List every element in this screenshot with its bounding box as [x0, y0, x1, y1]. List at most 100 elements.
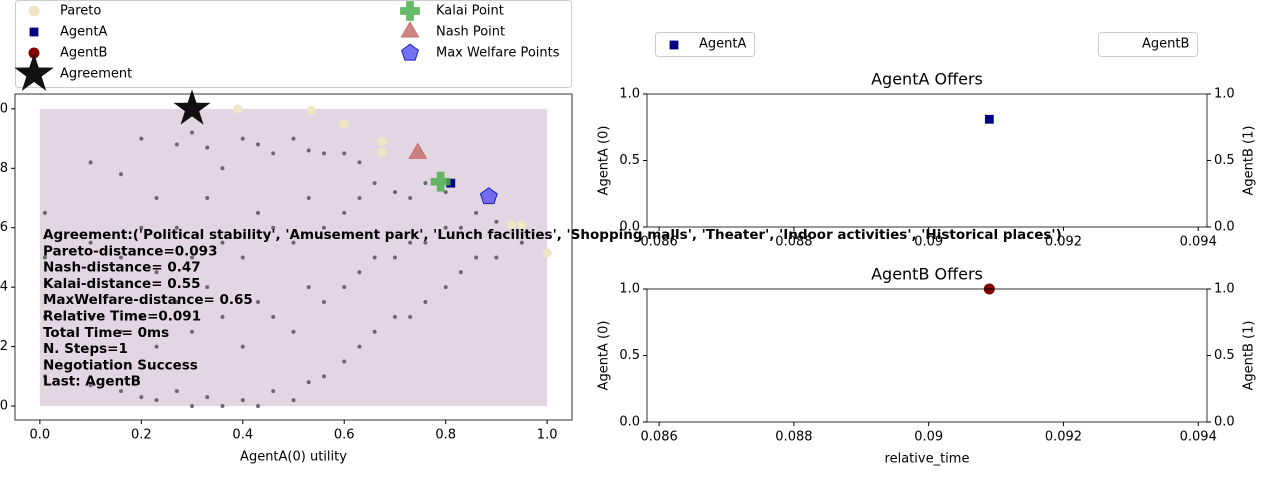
point	[88, 383, 93, 388]
point	[174, 389, 179, 394]
x-tick-label: 0.2	[131, 428, 152, 443]
y-tick-label: 0.0	[619, 415, 640, 430]
y2-axis-label: AgentB (1)	[1242, 321, 1257, 391]
point	[443, 225, 448, 230]
legend-box	[1098, 32, 1198, 57]
point	[984, 114, 994, 124]
chart-title: AgentB Offers	[871, 265, 983, 284]
point	[271, 151, 276, 156]
point	[174, 142, 179, 147]
point	[154, 398, 159, 403]
point	[443, 190, 448, 195]
point	[255, 300, 260, 305]
point	[88, 240, 93, 245]
legend-marker	[14, 53, 54, 91]
point	[430, 171, 451, 192]
point	[119, 255, 124, 260]
point	[154, 196, 159, 201]
legend-label: AgentA	[60, 25, 107, 40]
x-tick-label: 0.092	[1045, 235, 1082, 250]
point	[408, 196, 413, 201]
point	[306, 196, 311, 201]
point	[42, 314, 47, 319]
legend-marker	[669, 40, 679, 50]
annotation: MaxWelfare-distance= 0.65	[43, 292, 253, 308]
annotation: Negotiation Success	[43, 357, 198, 373]
point	[321, 300, 326, 305]
annotation: Agreement:('Political stability', 'Amuse…	[43, 227, 1062, 243]
y2-tick-label: 0.5	[1214, 153, 1235, 168]
point	[357, 270, 362, 275]
point	[271, 314, 276, 319]
y2-axis-label: AgentB (1)	[1242, 126, 1257, 196]
point	[377, 147, 387, 157]
point	[306, 148, 311, 153]
point	[423, 300, 428, 305]
point	[42, 210, 47, 215]
y-axis-label: AgentA (0)	[597, 126, 612, 196]
x-tick-label: 0.6	[334, 428, 355, 443]
x-axis-label: AgentA(0) utility	[240, 450, 347, 465]
point	[474, 255, 479, 260]
point	[119, 329, 124, 334]
chart-title: AgentA Offers	[871, 70, 983, 89]
legend-label: Pareto	[60, 4, 101, 19]
annotation: N. Steps=1	[43, 341, 128, 357]
point	[220, 314, 225, 319]
x-tick-label: 0.094	[1180, 235, 1217, 250]
point	[372, 329, 377, 334]
point	[517, 220, 527, 230]
x-tick-label: 0.086	[641, 430, 678, 445]
point	[240, 255, 245, 260]
point	[519, 240, 524, 245]
point	[494, 219, 499, 224]
x-axis-label: relative_time	[885, 452, 970, 467]
point	[306, 285, 311, 290]
point	[342, 359, 347, 364]
point	[220, 404, 225, 409]
legend-label: Agreement	[60, 67, 132, 82]
legend-label: Nash Point	[436, 25, 505, 40]
point	[255, 404, 260, 409]
point	[233, 104, 243, 114]
point	[372, 181, 377, 186]
y-tick-label: 0.4	[0, 280, 8, 295]
point	[306, 380, 311, 385]
point	[321, 151, 326, 156]
y-tick-label: 1.0	[619, 87, 640, 102]
point	[174, 225, 179, 230]
x-tick-label: 0.086	[641, 235, 678, 250]
point	[174, 300, 179, 305]
point	[423, 240, 428, 245]
x-tick-label: 0.09	[914, 235, 943, 250]
point	[392, 314, 397, 319]
point	[357, 344, 362, 349]
point	[408, 142, 428, 159]
y-tick-label: 1.0	[0, 101, 8, 116]
legend-marker	[400, 21, 420, 38]
y2-tick-label: 0.0	[1214, 220, 1235, 235]
point	[205, 395, 210, 400]
feasible-region	[39, 108, 548, 407]
point	[139, 225, 144, 230]
point	[446, 178, 456, 188]
point	[271, 225, 276, 230]
point	[474, 210, 479, 215]
point	[458, 270, 463, 275]
point	[392, 190, 397, 195]
point	[339, 119, 349, 129]
x-tick-label: 0.094	[1180, 430, 1217, 445]
annotation: Kalai-distance= 0.55	[43, 276, 201, 292]
point	[321, 225, 326, 230]
point	[255, 210, 260, 215]
y2-tick-label: 0.5	[1214, 348, 1235, 363]
legend-box	[15, 0, 572, 88]
point	[291, 136, 296, 141]
point	[154, 344, 159, 349]
x-tick-label: 1.0	[537, 428, 558, 443]
y2-tick-label: 1.0	[1214, 282, 1235, 297]
point	[220, 166, 225, 171]
point	[139, 314, 144, 319]
